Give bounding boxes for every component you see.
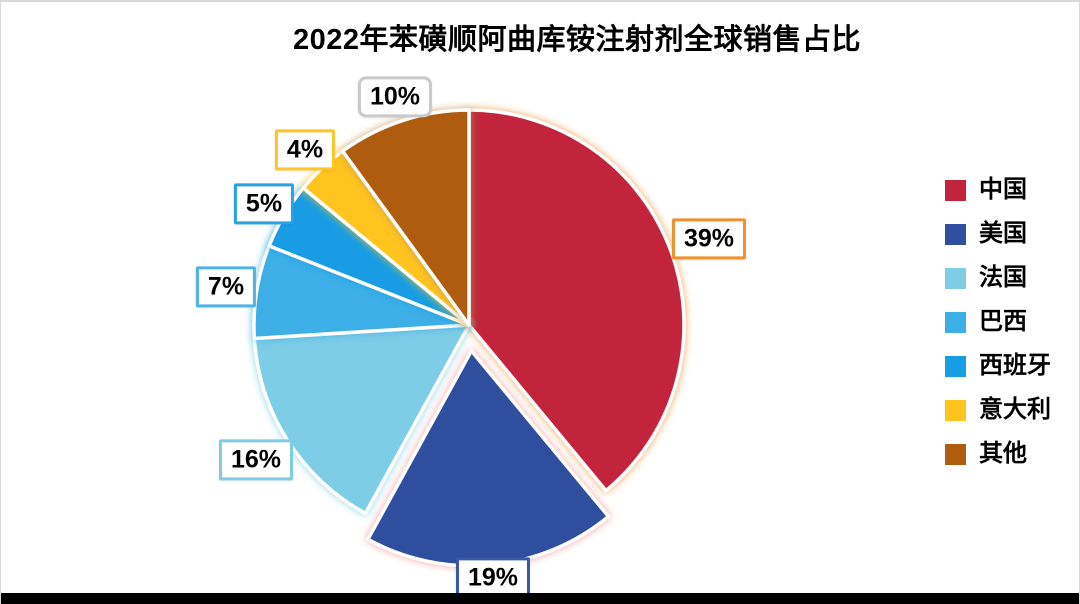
legend-swatch-other [945,443,966,465]
legend-item-france: 法国 [945,264,1051,291]
legend-label-china: 中国 [979,176,1027,203]
legend-swatch-spain [945,355,966,377]
legend-label-italy: 意大利 [979,396,1051,423]
pie-slice-other [340,108,471,327]
pie-label-italy: 4% [274,129,336,171]
legend: 中国美国法国巴西西班牙意大利其他 [945,176,1051,487]
legend-item-china: 中国 [945,176,1051,203]
pie-label-other: 10% [357,76,433,118]
pie-label-china: 39% [671,218,747,260]
legend-swatch-china [945,179,966,201]
legend-label-other: 其他 [979,440,1027,467]
bottom-border-bar [1,593,1079,604]
legend-swatch-usa [945,223,966,245]
legend-label-spain: 西班牙 [979,352,1051,379]
legend-item-brazil: 巴西 [945,308,1051,335]
legend-label-france: 法国 [979,264,1027,291]
legend-swatch-italy [945,399,966,421]
legend-item-usa: 美国 [945,220,1051,247]
legend-swatch-brazil [945,311,966,333]
pie-label-spain: 5% [233,183,295,225]
legend-item-italy: 意大利 [945,396,1051,423]
legend-item-other: 其他 [945,440,1051,467]
pie-label-france: 16% [218,439,294,481]
legend-item-spain: 西班牙 [945,352,1051,379]
legend-swatch-france [945,267,966,289]
legend-label-brazil: 巴西 [979,308,1027,335]
legend-label-usa: 美国 [979,220,1027,247]
pie-slice-china [467,108,686,493]
chart-title: 2022年苯磺顺阿曲库铵注射剂全球销售占比 [292,24,861,56]
pie-label-brazil: 7% [195,266,257,308]
